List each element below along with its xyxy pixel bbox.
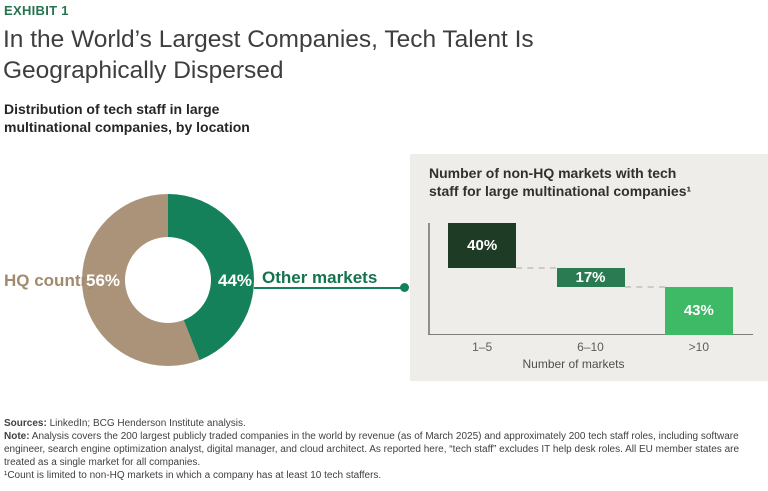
connector-dot bbox=[400, 283, 409, 292]
sources-line: Sources: LinkedIn; BCG Henderson Institu… bbox=[4, 417, 763, 430]
bar-chart-title-line-1: Number of non-HQ markets with tech bbox=[429, 165, 677, 181]
x-axis-line bbox=[428, 333, 753, 335]
note-label: Note: bbox=[4, 431, 30, 442]
page-title-line-1: In the World’s Largest Companies, Tech T… bbox=[3, 26, 534, 53]
bar-chart-title: Number of non-HQ markets with tech staff… bbox=[429, 165, 691, 200]
x-tick-gt-10: >10 bbox=[688, 340, 710, 354]
bar-chart-title-line-2: staff for large multinational companies¹ bbox=[429, 182, 692, 199]
exhibit-label: EXHIBIT 1 bbox=[4, 3, 69, 18]
connector-line bbox=[254, 287, 404, 289]
y-axis-line bbox=[428, 223, 430, 335]
note-block: Note: Analysis covers the 200 largest pu… bbox=[4, 430, 763, 469]
footnote-line: ¹Count is limited to non-HQ markets in w… bbox=[4, 470, 382, 481]
donut-hole bbox=[125, 237, 211, 323]
donut-chart bbox=[82, 194, 254, 366]
bar-gt-10: 43% bbox=[664, 286, 733, 335]
bar-1-5: 40% bbox=[448, 223, 517, 268]
x-axis-title: Number of markets bbox=[522, 357, 625, 371]
page-title: In the World’s Largest Companies, Tech T… bbox=[3, 24, 534, 86]
donut-value-hq: 56% bbox=[85, 271, 121, 290]
donut-value-other: 44% bbox=[217, 271, 253, 290]
donut-label-hq-country: HQ country bbox=[4, 271, 97, 290]
x-tick-1-5: 1–5 bbox=[472, 340, 493, 354]
sources-text: LinkedIn; BCG Henderson Institute analys… bbox=[46, 418, 246, 429]
note-text: Analysis covers the 200 largest publicly… bbox=[4, 431, 740, 468]
x-tick-6-10: 6–10 bbox=[577, 340, 604, 354]
bar-6-10: 17% bbox=[556, 267, 625, 287]
bar-chart-panel: Number of non-HQ markets with tech staff… bbox=[410, 154, 768, 381]
page-title-line-2: Geographically Dispersed bbox=[3, 57, 284, 84]
sources-label: Sources: bbox=[4, 418, 47, 429]
footer-notes: Sources: LinkedIn; BCG Henderson Institu… bbox=[4, 417, 763, 482]
chart-subtitle-line-1: Distribution of tech staff in large bbox=[4, 101, 220, 117]
dashed-connector-1 bbox=[516, 266, 557, 269]
donut-label-other-markets: Other markets bbox=[262, 268, 378, 287]
dashed-connector-2 bbox=[624, 285, 665, 288]
chart-subtitle: Distribution of tech staff in large mult… bbox=[4, 101, 250, 136]
chart-subtitle-line-2: multinational companies, by location bbox=[4, 118, 250, 135]
